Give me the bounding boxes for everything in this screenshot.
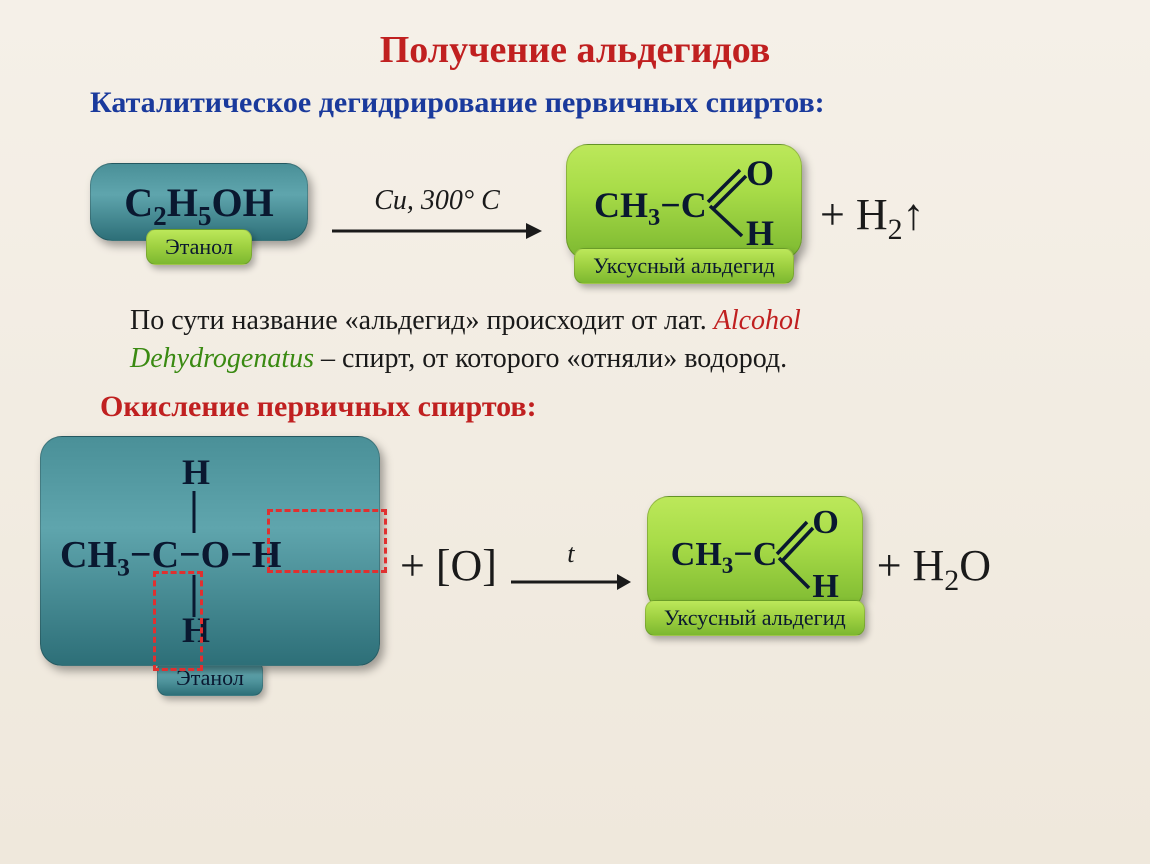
acetaldehyde-structure-1: CH3−C O H	[594, 154, 774, 250]
reaction-2: H H CH3−C−O−H Этанол + [O] t	[0, 436, 1150, 696]
reaction-1: C2H5OH Этанол Cu, 300° C CH3−C O H	[0, 144, 1150, 284]
subtitle-dehydrogenation: Каталитическое дегидрирование первичных …	[0, 86, 1150, 130]
reactant-ethanol-structural-box: H H CH3−C−O−H	[40, 436, 380, 666]
ethanol-label: Этанол	[146, 229, 252, 265]
etymology-text: По сути название «альдегид» происходит о…	[0, 284, 1150, 388]
ethanol-formula: C2H5OH	[124, 179, 273, 226]
reaction-arrow-1: Cu, 300° C	[332, 185, 542, 243]
arrow-icon	[332, 219, 542, 243]
subtitle-oxidation: Окисление первичных спиртов:	[0, 388, 1150, 430]
byproduct-h2o: + H2O	[877, 540, 991, 591]
latin-alcohol: Alcohol	[714, 305, 801, 336]
acetaldehyde-structure-2: CH3−C O H	[671, 506, 839, 602]
product-aldehyde-box-2: CH3−C O H	[647, 496, 863, 612]
oxidant-text: + [O]	[400, 540, 497, 591]
product-aldehyde-box-1: CH3−C O H	[566, 144, 802, 260]
byproduct-h2: + H2↑	[820, 189, 925, 240]
page-title: Получение альдегидов	[0, 0, 1150, 86]
dashed-highlight-h	[153, 571, 203, 671]
dashed-highlight-oh	[267, 509, 387, 573]
arrow-condition-2: t	[567, 539, 574, 569]
arrow-icon	[511, 571, 631, 593]
arrow-condition-1: Cu, 300° C	[374, 185, 500, 217]
reaction-arrow-2: t	[511, 539, 631, 593]
latin-dehydrogenatus: Dehydrogenatus	[130, 343, 314, 374]
